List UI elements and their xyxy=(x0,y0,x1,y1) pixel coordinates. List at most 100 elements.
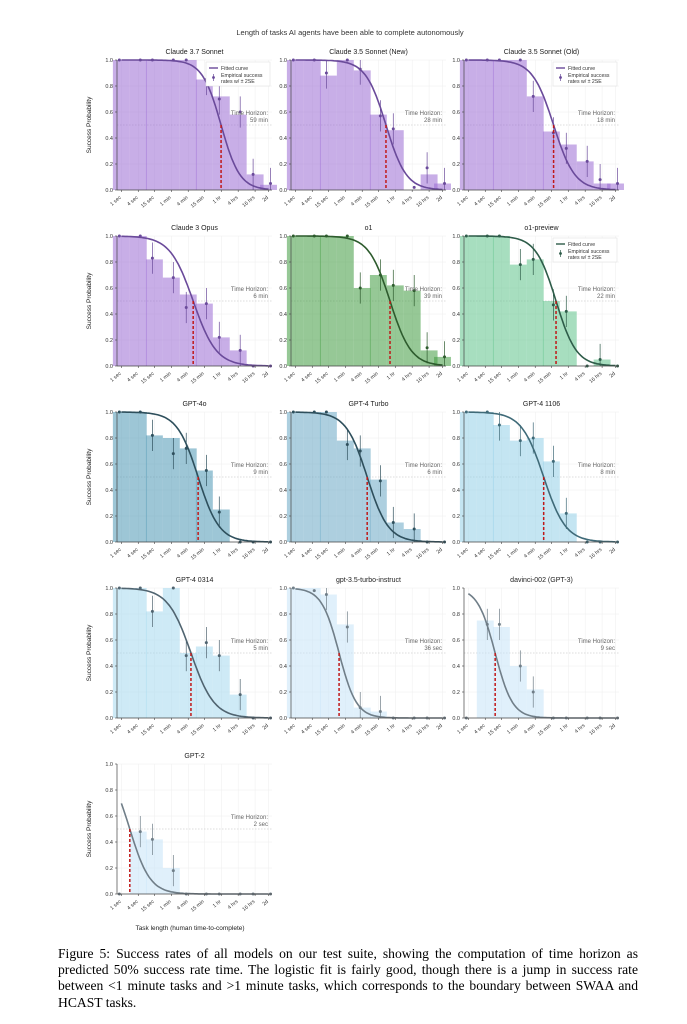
y-tick-label: 0.8 xyxy=(105,612,113,618)
y-tick-label: 0.6 xyxy=(279,286,287,292)
bar xyxy=(112,588,130,718)
x-tick-label: 15 sec xyxy=(487,371,503,386)
bar xyxy=(369,479,387,542)
x-tick-label: 1 hr xyxy=(559,371,570,382)
x-tick-label: 2d xyxy=(609,371,617,379)
subplot: 0.00.20.40.60.81.01 sec 4 sec 15 sec 1 min 4… xyxy=(86,577,273,738)
panels: 0.00.20.40.60.81.01 sec 4 sec 15 sec 1 min 4… xyxy=(86,49,624,914)
x-tick-label: 1 min xyxy=(159,723,173,736)
x-tick-label: 1 sec xyxy=(456,195,470,208)
x-tick-label: 2d xyxy=(262,195,270,203)
fitted-curve xyxy=(468,411,616,543)
figure-suptitle: Length of tasks AI agents have been able… xyxy=(236,28,463,37)
y-tick-label: 0.6 xyxy=(105,814,113,820)
bar xyxy=(369,275,387,366)
data-point xyxy=(518,263,522,267)
x-tick-label: 4 sec xyxy=(473,723,487,736)
data-point xyxy=(184,654,188,658)
y-axis-label: Success Probability xyxy=(86,800,93,857)
y-tick-label: 1.0 xyxy=(452,234,460,240)
x-tick-label: 4 sec xyxy=(126,195,140,208)
x-tick-label: 4 min xyxy=(523,195,537,208)
x-tick-label: 4 sec xyxy=(126,899,140,912)
x-tick-label: 4 sec xyxy=(300,723,314,736)
x-tick-label: 1 min xyxy=(333,371,347,384)
x-tick-label: 4 min xyxy=(523,547,537,560)
data-point xyxy=(551,459,555,463)
x-tick-label: 1 hr xyxy=(559,547,570,558)
y-tick-label: 0.4 xyxy=(279,136,287,142)
x-tick-label: 4 min xyxy=(350,547,364,560)
caption-text: Success rates of all models on our test … xyxy=(58,946,638,1010)
horizon-value: 9 sec xyxy=(601,646,615,652)
data-point xyxy=(312,589,316,593)
x-tick-label: 4 hrs xyxy=(227,195,240,207)
data-point xyxy=(598,358,602,361)
bar xyxy=(303,236,321,366)
x-tick-label: 15 min xyxy=(190,195,206,210)
x-tick-label: 4 sec xyxy=(473,195,487,208)
bar xyxy=(179,448,197,542)
x-tick-label: 2d xyxy=(609,723,617,731)
y-tick-label: 0.8 xyxy=(105,788,113,794)
y-axis-label: Success Probability xyxy=(86,448,93,505)
x-tick-label: 15 sec xyxy=(314,195,330,210)
subplot-title: Claude 3 Opus xyxy=(171,225,218,232)
data-point xyxy=(138,410,142,414)
x-tick-label: 15 min xyxy=(364,547,380,562)
y-tick-label: 0.2 xyxy=(105,338,113,344)
y-tick-label: 1.0 xyxy=(452,58,460,64)
x-tick-label: 15 min xyxy=(537,547,553,562)
horizon-value: 8 min xyxy=(600,470,615,476)
y-tick-label: 0.4 xyxy=(105,664,113,670)
data-point xyxy=(531,436,535,440)
x-tick-label: 15 min xyxy=(190,899,206,914)
bar xyxy=(542,301,560,366)
data-point xyxy=(412,289,416,293)
x-tick-label: 4 min xyxy=(350,195,364,208)
bar xyxy=(420,174,438,190)
legend-curve-label: Fitted curve xyxy=(221,66,248,72)
data-point xyxy=(518,439,522,443)
x-tick-label: 1 min xyxy=(159,371,173,384)
fitted-curve xyxy=(468,59,616,191)
subplot: 0.00.20.40.60.81.01 sec 4 sec 15 sec 1 min 4… xyxy=(279,577,447,738)
bar xyxy=(492,425,510,542)
x-tick-label: 1 sec xyxy=(283,195,297,208)
x-tick-label: 1 sec xyxy=(283,547,297,560)
x-tick-label: 15 sec xyxy=(140,723,156,738)
subplot: 0.00.20.40.60.81.01 sec 4 sec 15 sec 1 min 4… xyxy=(279,49,451,210)
bar xyxy=(286,60,304,190)
bar xyxy=(179,60,197,190)
y-tick-label: 0.8 xyxy=(105,84,113,90)
x-tick-label: 2d xyxy=(262,371,270,379)
bar xyxy=(559,513,577,542)
bar xyxy=(476,620,494,718)
y-tick-label: 1.0 xyxy=(105,234,113,240)
horizon-label: Time Horizon: xyxy=(231,463,268,469)
y-tick-label: 0.6 xyxy=(452,462,460,468)
y-tick-label: 0.6 xyxy=(105,286,113,292)
x-tick-label: 15 sec xyxy=(140,899,156,914)
x-tick-label: 15 min xyxy=(537,195,553,210)
bar xyxy=(229,694,247,718)
bar xyxy=(162,60,180,190)
legend-point-swatch xyxy=(212,76,215,79)
data-point xyxy=(378,273,382,277)
horizon-label: Time Horizon: xyxy=(578,463,615,469)
data-point xyxy=(497,423,501,427)
bar xyxy=(434,356,451,366)
legend-curve-label: Fitted curve xyxy=(568,242,595,248)
bar xyxy=(576,161,594,190)
x-tick-label: 4 hrs xyxy=(401,723,414,735)
data-point xyxy=(464,58,468,62)
y-tick-label: 0.0 xyxy=(279,364,287,370)
x-tick-label: 1 hr xyxy=(212,899,223,910)
y-tick-label: 0.4 xyxy=(105,312,113,318)
x-tick-label: 2d xyxy=(436,547,444,555)
y-tick-label: 0.4 xyxy=(105,488,113,494)
horizon-label: Time Horizon: xyxy=(405,111,442,117)
x-tick-label: 1 hr xyxy=(386,547,397,558)
x-tick-label: 15 min xyxy=(190,371,206,386)
